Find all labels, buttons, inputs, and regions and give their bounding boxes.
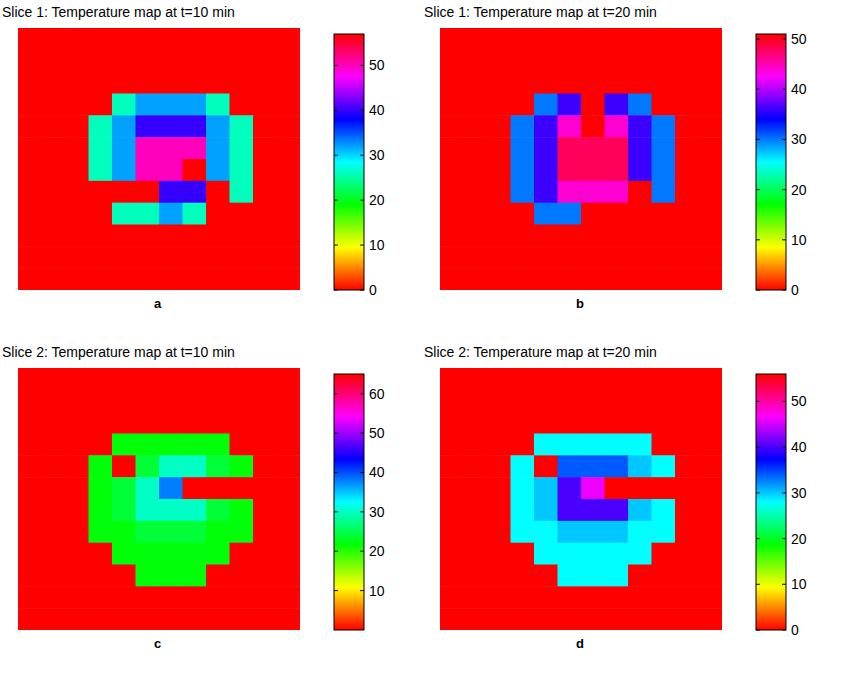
svg-text:30: 30 xyxy=(369,147,385,163)
svg-text:20: 20 xyxy=(369,192,385,208)
svg-text:10: 10 xyxy=(791,232,807,248)
svg-text:20: 20 xyxy=(791,531,807,547)
svg-text:60: 60 xyxy=(369,386,385,402)
svg-text:0: 0 xyxy=(791,282,799,298)
svg-text:40: 40 xyxy=(369,464,385,480)
svg-text:30: 30 xyxy=(791,485,807,501)
svg-text:50: 50 xyxy=(791,393,807,409)
svg-text:0: 0 xyxy=(791,622,799,638)
html-text:Slice 2: Temperature map at t=: Slice 2: Temperature map at t=20 min xyxy=(424,344,657,360)
html-text:Slice 1: Temperature map at t=: Slice 1: Temperature map at t=10 min xyxy=(2,4,235,20)
html-text:Slice 2: Temperature map at t=: Slice 2: Temperature map at t=10 min xyxy=(2,344,235,360)
svg-text:50: 50 xyxy=(791,31,807,47)
svg-text:0: 0 xyxy=(369,282,377,298)
svg-text:30: 30 xyxy=(369,504,385,520)
svg-text:50: 50 xyxy=(369,57,385,73)
html-text:Slice 1: Temperature map at t=: Slice 1: Temperature map at t=20 min xyxy=(424,4,657,20)
svg-text:40: 40 xyxy=(791,439,807,455)
svg-text:40: 40 xyxy=(791,81,807,97)
svg-text:30: 30 xyxy=(791,131,807,147)
svg-text:10: 10 xyxy=(791,576,807,592)
html-text:b: b xyxy=(576,296,584,311)
html-text:c: c xyxy=(154,636,162,651)
svg-text:20: 20 xyxy=(791,182,807,198)
html-text:a: a xyxy=(154,296,162,311)
svg-text:50: 50 xyxy=(369,425,385,441)
svg-text:20: 20 xyxy=(369,543,385,559)
svg-text:10: 10 xyxy=(369,237,385,253)
svg-text:40: 40 xyxy=(369,102,385,118)
svg-text:10: 10 xyxy=(369,583,385,599)
html-text:d: d xyxy=(576,636,584,651)
